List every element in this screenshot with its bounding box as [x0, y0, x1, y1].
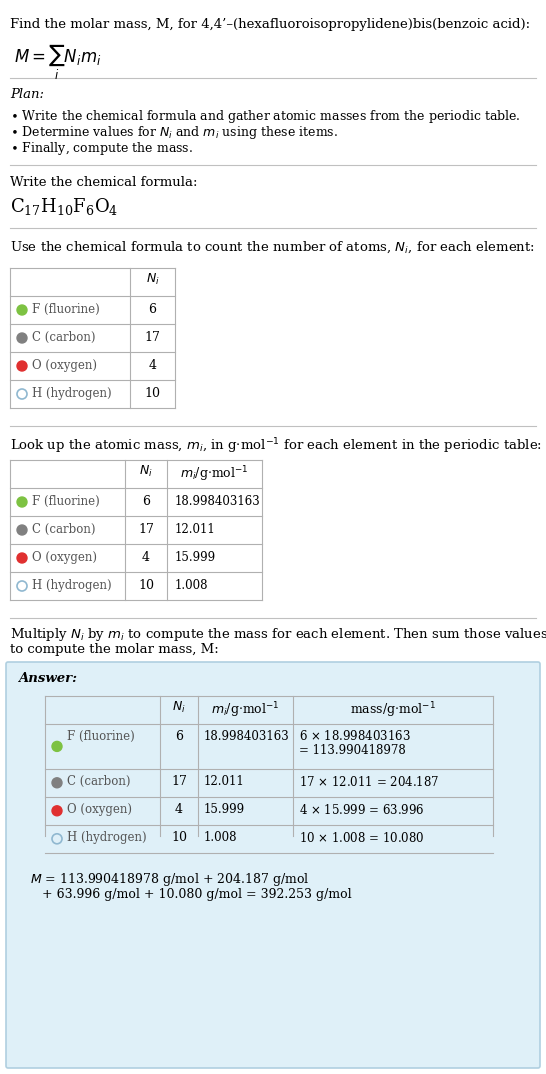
FancyBboxPatch shape [6, 662, 540, 1068]
Text: F (fluorine): F (fluorine) [32, 303, 100, 316]
Text: Find the molar mass, M, for 4,4’–(hexafluoroisopropylidene)bis(benzoic acid):: Find the molar mass, M, for 4,4’–(hexafl… [10, 18, 530, 31]
Text: = 113.990418978: = 113.990418978 [299, 744, 406, 757]
Circle shape [17, 553, 27, 563]
Text: Answer:: Answer: [18, 672, 77, 685]
Text: $\bullet$ Finally, compute the mass.: $\bullet$ Finally, compute the mass. [10, 140, 193, 157]
Text: $\bullet$ Determine values for $N_i$ and $m_i$ using these items.: $\bullet$ Determine values for $N_i$ and… [10, 124, 338, 141]
Circle shape [17, 525, 27, 535]
Text: H (hydrogen): H (hydrogen) [32, 387, 111, 400]
Text: Plan:: Plan: [10, 88, 44, 101]
Text: Look up the atomic mass, $m_i$, in g$\cdot$mol$^{-1}$ for each element in the pe: Look up the atomic mass, $m_i$, in g$\cd… [10, 436, 542, 455]
Text: to compute the molar mass, M:: to compute the molar mass, M: [10, 643, 219, 656]
Text: $N_i$: $N_i$ [146, 272, 159, 287]
Text: 10 $\times$ 1.008 = 10.080: 10 $\times$ 1.008 = 10.080 [299, 831, 425, 845]
Text: 6: 6 [142, 495, 150, 508]
Text: H (hydrogen): H (hydrogen) [67, 831, 147, 844]
Text: C (carbon): C (carbon) [32, 523, 96, 536]
Text: $M = \sum_i N_i m_i$: $M = \sum_i N_i m_i$ [14, 42, 102, 82]
Text: $m_i$/g$\cdot$mol$^{-1}$: $m_i$/g$\cdot$mol$^{-1}$ [211, 700, 280, 720]
Text: O (oxygen): O (oxygen) [32, 359, 97, 372]
Text: $m_i$/g$\cdot$mol$^{-1}$: $m_i$/g$\cdot$mol$^{-1}$ [180, 464, 249, 483]
Text: $\mathregular{C_{17}H_{10}F_6O_4}$: $\mathregular{C_{17}H_{10}F_6O_4}$ [10, 195, 118, 217]
Text: 17: 17 [138, 523, 154, 536]
Text: 4: 4 [149, 359, 157, 372]
Text: 10: 10 [145, 387, 161, 400]
Text: $N_i$: $N_i$ [139, 464, 153, 479]
Text: Use the chemical formula to count the number of atoms, $N_i$, for each element:: Use the chemical formula to count the nu… [10, 240, 535, 256]
Text: 4: 4 [175, 802, 183, 816]
Circle shape [17, 305, 27, 315]
Text: $N_i$: $N_i$ [172, 700, 186, 715]
Text: 6 $\times$ 18.998403163: 6 $\times$ 18.998403163 [299, 729, 411, 743]
Text: H (hydrogen): H (hydrogen) [32, 579, 111, 592]
Text: 10: 10 [171, 831, 187, 844]
Text: 15.999: 15.999 [175, 551, 216, 564]
Text: mass/g$\cdot$mol$^{-1}$: mass/g$\cdot$mol$^{-1}$ [350, 700, 436, 720]
Text: 4: 4 [142, 551, 150, 564]
Text: 1.008: 1.008 [175, 579, 209, 592]
Text: 6: 6 [175, 730, 183, 743]
Text: 15.999: 15.999 [204, 802, 245, 816]
Text: O (oxygen): O (oxygen) [32, 551, 97, 564]
Text: 4 $\times$ 15.999 = 63.996: 4 $\times$ 15.999 = 63.996 [299, 802, 425, 817]
Text: $\bullet$ Write the chemical formula and gather atomic masses from the periodic : $\bullet$ Write the chemical formula and… [10, 108, 521, 125]
Circle shape [52, 778, 62, 788]
Text: 18.998403163: 18.998403163 [204, 730, 290, 743]
Text: F (fluorine): F (fluorine) [67, 730, 135, 743]
Text: + 63.996 g/mol + 10.080 g/mol = 392.253 g/mol: + 63.996 g/mol + 10.080 g/mol = 392.253 … [42, 888, 352, 901]
Text: Multiply $N_i$ by $m_i$ to compute the mass for each element. Then sum those val: Multiply $N_i$ by $m_i$ to compute the m… [10, 626, 546, 643]
Text: C (carbon): C (carbon) [32, 331, 96, 344]
Text: 17: 17 [171, 774, 187, 788]
Text: F (fluorine): F (fluorine) [32, 495, 100, 508]
Text: 17 $\times$ 12.011 = 204.187: 17 $\times$ 12.011 = 204.187 [299, 774, 440, 788]
Text: $M$ = 113.990418978 g/mol + 204.187 g/mol: $M$ = 113.990418978 g/mol + 204.187 g/mo… [30, 871, 310, 888]
Text: 1.008: 1.008 [204, 831, 238, 844]
Text: 6: 6 [149, 303, 157, 316]
Circle shape [52, 806, 62, 816]
Text: O (oxygen): O (oxygen) [67, 802, 132, 816]
Text: 17: 17 [145, 331, 161, 344]
Text: C (carbon): C (carbon) [67, 774, 130, 788]
Circle shape [52, 741, 62, 752]
Circle shape [17, 497, 27, 507]
Text: 12.011: 12.011 [175, 523, 216, 536]
Text: 10: 10 [138, 579, 154, 592]
Text: 18.998403163: 18.998403163 [175, 495, 261, 508]
Text: Write the chemical formula:: Write the chemical formula: [10, 176, 198, 189]
Circle shape [17, 333, 27, 343]
Circle shape [17, 361, 27, 371]
Text: 12.011: 12.011 [204, 774, 245, 788]
